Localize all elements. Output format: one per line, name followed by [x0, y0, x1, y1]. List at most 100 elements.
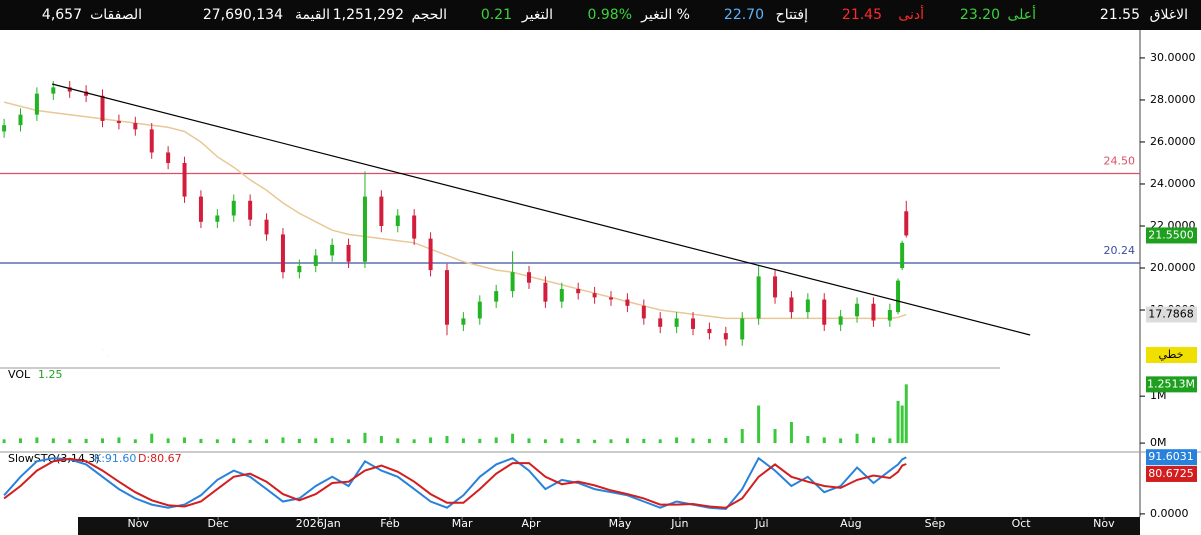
price-tag-label: 17.7868 [1148, 307, 1194, 320]
volume-bar [593, 439, 597, 444]
price-tag-label: 91.6031 [1148, 450, 1194, 463]
volume-bar [773, 429, 777, 444]
volume-bar [904, 384, 908, 444]
candle-body [346, 244, 351, 262]
volume-bar [757, 405, 761, 444]
volume-bar [839, 438, 843, 444]
panel-title: VOL [8, 368, 31, 381]
header-value: 21.45 [842, 7, 882, 23]
candle-body [625, 299, 630, 306]
volume-bar [150, 433, 154, 444]
x-tick-label: Dec [208, 517, 229, 530]
volume-bar [429, 437, 433, 444]
volume-bar [215, 439, 219, 444]
x-tick-label: Sep [925, 517, 946, 530]
candle-body [67, 87, 72, 92]
trendline [51, 83, 1031, 336]
volume-bar [896, 400, 900, 444]
x-tick-label: Oct [1012, 517, 1032, 530]
header-value: 23.20 [960, 7, 1000, 23]
candle-body [723, 333, 728, 340]
volume-bar [806, 436, 810, 444]
candle-body [100, 95, 105, 121]
candle-body [313, 255, 318, 266]
volume-bar [740, 429, 744, 444]
volume-bar [789, 421, 793, 444]
header-label: الاغلاق [1150, 7, 1188, 23]
volume-bar [330, 437, 334, 444]
volume-bar [900, 405, 904, 444]
volume-bar [822, 437, 826, 444]
candle-body [896, 280, 901, 313]
header-value: 27,690,134 [203, 7, 283, 23]
header-value: 21.55 [1100, 7, 1140, 23]
header-value: 4,657 [42, 7, 82, 23]
candle-body [773, 276, 778, 298]
candle-body [362, 196, 367, 262]
candle-body [576, 289, 581, 294]
header-label: إفتتاح [776, 7, 808, 23]
candle-body [116, 120, 121, 124]
volume-bar [642, 438, 646, 444]
candle-body [198, 196, 203, 222]
header-label: التغير [521, 7, 553, 23]
x-tick-label: Apr [522, 517, 542, 530]
candle-body [231, 200, 236, 216]
candle-body [789, 297, 794, 313]
volume-bar [68, 439, 72, 444]
candle-body [904, 211, 909, 236]
volume-bar [101, 438, 105, 444]
y-tick-label: 26.0000 [1150, 135, 1196, 148]
candle-body [395, 215, 400, 226]
candle-body [740, 318, 745, 340]
candle-body [543, 282, 548, 302]
volume-bar [658, 439, 662, 444]
candle-body [805, 299, 810, 313]
volume-bar [19, 438, 23, 444]
volume-bar [265, 439, 269, 444]
volume-bar [445, 436, 449, 444]
x-tick-label: Nov [127, 517, 149, 530]
volume-bar [117, 437, 121, 444]
header-bar [0, 0, 1201, 30]
volume-bar [379, 436, 383, 444]
volume-bar [412, 439, 416, 444]
volume-bar [35, 437, 39, 444]
volume-bar [675, 437, 679, 444]
x-tick-label: 2026Jan [296, 517, 341, 530]
header-label: الصفقات [90, 7, 142, 23]
volume-bar [855, 433, 859, 444]
legend-entry: K:91.60 [94, 452, 136, 465]
candle-body [84, 91, 89, 96]
candle-body [477, 301, 482, 319]
oscillator-line [3, 457, 907, 509]
x-tick-label: May [609, 517, 632, 530]
candle-body [691, 318, 696, 329]
candle-body [707, 328, 712, 334]
volume-bar [691, 438, 695, 444]
volume-bar [2, 439, 6, 444]
y-tick-label: 20.0000 [1150, 261, 1196, 274]
watermark: economies.com [50, 307, 137, 320]
price-tag [1146, 306, 1197, 323]
candle-body [822, 299, 827, 325]
candle-body [379, 196, 384, 226]
y-tick-label: 24.0000 [1150, 177, 1196, 190]
volume-bar [51, 438, 55, 444]
candle-body [526, 272, 531, 283]
volume-bar [281, 437, 285, 444]
candle-body [330, 244, 335, 256]
mode-tag [1146, 347, 1197, 363]
candle-body [264, 219, 269, 235]
candle-body [510, 272, 515, 292]
volume-bar [297, 438, 301, 444]
oscillator-line [3, 456, 907, 511]
candle-body [18, 114, 23, 126]
volume-bar [314, 438, 318, 444]
candle-body [248, 200, 253, 220]
candle-body [494, 291, 499, 302]
candle-body [149, 129, 154, 153]
header-label: أعلى [1007, 5, 1036, 23]
horizontal-line-label: 24.50 [1104, 154, 1136, 167]
